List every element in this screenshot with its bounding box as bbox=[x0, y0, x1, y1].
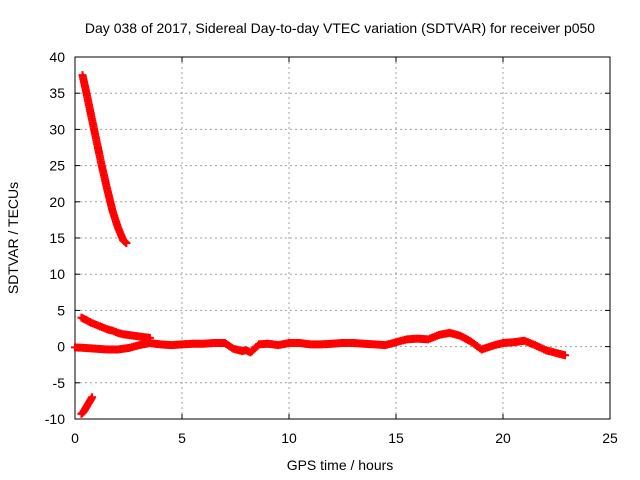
series-baseline bbox=[71, 328, 570, 360]
y-tick-label: 0 bbox=[57, 339, 65, 355]
y-tick-label: 30 bbox=[49, 121, 65, 137]
y-tick-label: 20 bbox=[49, 194, 65, 210]
y-tick-label: 40 bbox=[49, 49, 65, 65]
x-tick-label: 25 bbox=[602, 430, 618, 446]
y-tick-label: 10 bbox=[49, 266, 65, 282]
x-tick-label: 5 bbox=[178, 430, 186, 446]
y-tick-label: -5 bbox=[53, 375, 66, 391]
y-tick-label: -10 bbox=[45, 411, 65, 427]
y-axis-label: SDTVAR / TECUs bbox=[5, 182, 21, 294]
data-point bbox=[122, 239, 131, 248]
y-tick-label: 5 bbox=[57, 302, 65, 318]
series-upper-branch bbox=[77, 313, 154, 342]
series-negative-start bbox=[77, 393, 97, 418]
data-point bbox=[88, 393, 97, 402]
y-tick-label: 25 bbox=[49, 158, 65, 174]
x-tick-label: 15 bbox=[388, 430, 404, 446]
x-tick-label: 0 bbox=[71, 430, 79, 446]
grid bbox=[75, 57, 610, 419]
data-point bbox=[561, 351, 570, 360]
x-tick-label: 10 bbox=[281, 430, 297, 446]
y-tick-label: 15 bbox=[49, 230, 65, 246]
x-axis-label: GPS time / hours bbox=[287, 457, 394, 473]
chart-title: Day 038 of 2017, Sidereal Day-to-day VTE… bbox=[85, 20, 595, 36]
data-points bbox=[71, 71, 570, 418]
series-steep-decline bbox=[78, 71, 131, 248]
x-tick-label: 20 bbox=[495, 430, 511, 446]
y-tick-label: 35 bbox=[49, 85, 65, 101]
axis-ticks: 0 5 10 15 20 25 -10 -5 0 5 10 15 20 25 30 35 40 bbox=[45, 49, 618, 446]
